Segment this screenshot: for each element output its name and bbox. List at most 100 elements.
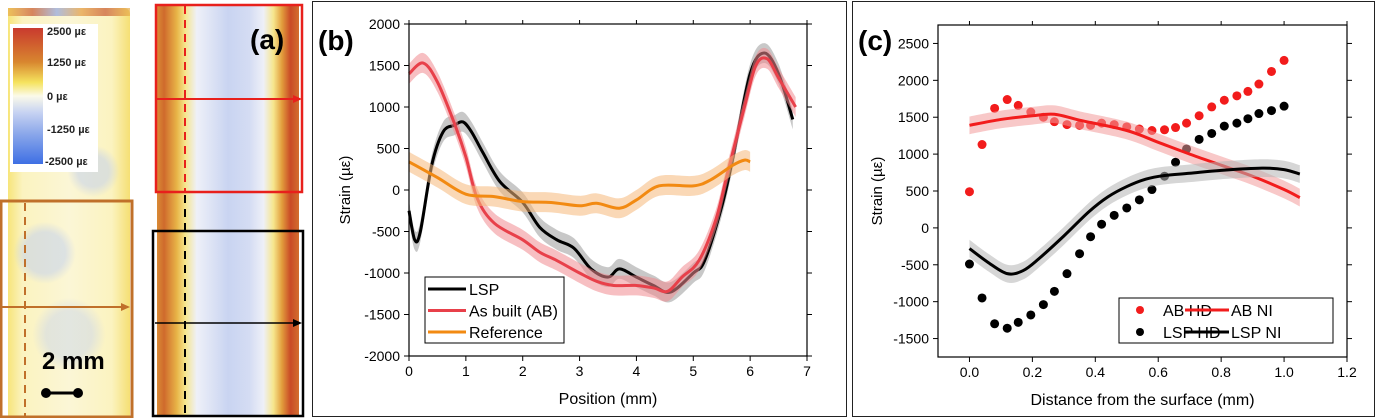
data-point-lsp-hd: [1134, 195, 1144, 205]
data-point-lsp-hd: [1086, 232, 1096, 242]
data-point-lsp-hd: [1062, 269, 1072, 279]
data-point-lsp-hd: [990, 319, 1000, 329]
y-tick-label: -1500: [364, 307, 400, 323]
series-band: [969, 105, 1300, 207]
legend-swatch: [1136, 328, 1144, 336]
data-point-lsp-hd: [1122, 203, 1132, 213]
colorbar-label: -2500 µε: [45, 156, 88, 168]
legend-swatch: [1136, 306, 1144, 314]
colorbar-label: -1250 µε: [47, 124, 90, 136]
legend-box: [1118, 297, 1334, 344]
x-tick-label: 0: [405, 363, 413, 379]
data-point-ab-hd: [1254, 79, 1264, 89]
data-point-ab-hd: [1171, 123, 1181, 133]
x-tick-label: 6: [746, 363, 754, 379]
panel-a-label: (a): [250, 24, 284, 55]
data-point-lsp-hd: [1109, 210, 1119, 220]
legend-label: As built (AB): [469, 304, 558, 321]
data-point-ab-hd: [1219, 95, 1229, 105]
panel-label: (c): [858, 25, 892, 56]
data-point-ab-hd: [1002, 95, 1012, 105]
series-line-ab-ni: [969, 112, 1301, 199]
data-point-ab-hd: [1194, 111, 1204, 121]
series-line-lsp-ni: [968, 166, 1301, 276]
lsp-bottom-region-box: [151, 229, 305, 418]
scale-bar-label: 2 mm: [42, 348, 105, 375]
reference-region-box: [0, 199, 134, 418]
y-tick-label: 1000: [369, 99, 400, 115]
strain-map-lsp: [157, 6, 299, 416]
data-point-lsp-hd: [1049, 286, 1059, 296]
y-tick-label: -1000: [893, 294, 929, 310]
data-point-lsp-hd: [1232, 118, 1242, 128]
data-point-ab-hd: [1160, 125, 1170, 135]
data-point-ab-hd: [990, 103, 1000, 113]
data-point-lsp-hd: [1171, 157, 1181, 167]
y-tick-label: -1000: [364, 265, 400, 281]
y-tick-label: -500: [901, 257, 929, 273]
data-point-ab-hd: [1243, 86, 1253, 96]
data-point-lsp-hd: [1219, 121, 1229, 131]
x-tick-label: 0.0: [960, 364, 980, 380]
data-point-lsp-hd: [1002, 323, 1012, 333]
legend-label: AB NI: [1231, 303, 1273, 320]
data-point-ab-hd: [1013, 100, 1023, 110]
series-line-as-built-ab-: [407, 56, 797, 294]
y-tick-label: 1500: [898, 109, 929, 125]
colorbar-label: 0 µε: [47, 91, 68, 103]
data-point-ab-hd: [1232, 91, 1242, 101]
data-point-lsp-hd: [1243, 114, 1253, 124]
x-axis-label: Position (mm): [559, 391, 658, 408]
series-band: [409, 47, 796, 302]
x-tick-label: 0.6: [1148, 364, 1168, 380]
data-point-lsp-hd: [1097, 219, 1107, 229]
series-band: [409, 150, 751, 219]
legend-label: LSP NI: [1231, 325, 1281, 342]
y-tick-label: -2000: [364, 348, 400, 364]
x-tick-label: 1.0: [1274, 364, 1294, 380]
data-point-ab-hd: [964, 187, 974, 197]
data-point-lsp-hd: [1038, 300, 1048, 310]
x-tick-label: 7: [803, 363, 811, 379]
data-point-ab-hd: [1279, 55, 1289, 65]
y-tick-label: 2000: [898, 72, 929, 88]
x-tick-label: 3: [576, 363, 584, 379]
y-axis-label: Strain (µε): [337, 156, 354, 225]
y-tick-label: -500: [372, 224, 400, 240]
x-axis-label: Distance from the surface (mm): [1030, 392, 1254, 409]
legend-label: LSP: [469, 282, 499, 299]
y-tick-label: 0: [921, 220, 929, 236]
x-tick-label: 0.4: [1086, 364, 1106, 380]
y-tick-label: 2000: [369, 16, 400, 32]
y-tick-label: 1500: [369, 58, 400, 74]
data-point-ab-hd: [977, 140, 987, 150]
y-tick-label: 2500: [898, 35, 929, 51]
data-point-lsp-hd: [1013, 317, 1023, 327]
y-tick-label: 1000: [898, 146, 929, 162]
data-point-lsp-hd: [1254, 109, 1264, 119]
data-point-lsp-hd: [1266, 106, 1276, 116]
x-tick-label: 2: [519, 363, 527, 379]
y-tick-label: 500: [377, 141, 401, 157]
colorbar-label: 1250 µε: [47, 57, 87, 69]
x-tick-label: 1: [462, 363, 470, 379]
panel-b-frame: [312, 1, 847, 417]
x-tick-label: 0.2: [1023, 364, 1043, 380]
x-tick-label: 4: [633, 363, 641, 379]
data-point-lsp-hd: [1194, 134, 1204, 144]
data-point-lsp-hd: [1026, 310, 1036, 320]
colorbar-label: 2500 µε: [47, 26, 87, 38]
data-point-lsp-hd: [977, 293, 987, 303]
y-tick-label: 500: [906, 183, 930, 199]
x-tick-label: 1.2: [1337, 364, 1357, 380]
lsp-top-region-box: [154, 3, 304, 194]
panel-a-overlay: (a) 2 mm: [0, 3, 305, 418]
series-band: [969, 159, 1300, 283]
data-point-lsp-hd: [1207, 128, 1217, 138]
data-point-lsp-hd: [1147, 185, 1157, 195]
data-point-lsp-hd: [964, 259, 974, 269]
panel-label: (b): [318, 25, 354, 56]
legend-label: Reference: [469, 325, 543, 342]
